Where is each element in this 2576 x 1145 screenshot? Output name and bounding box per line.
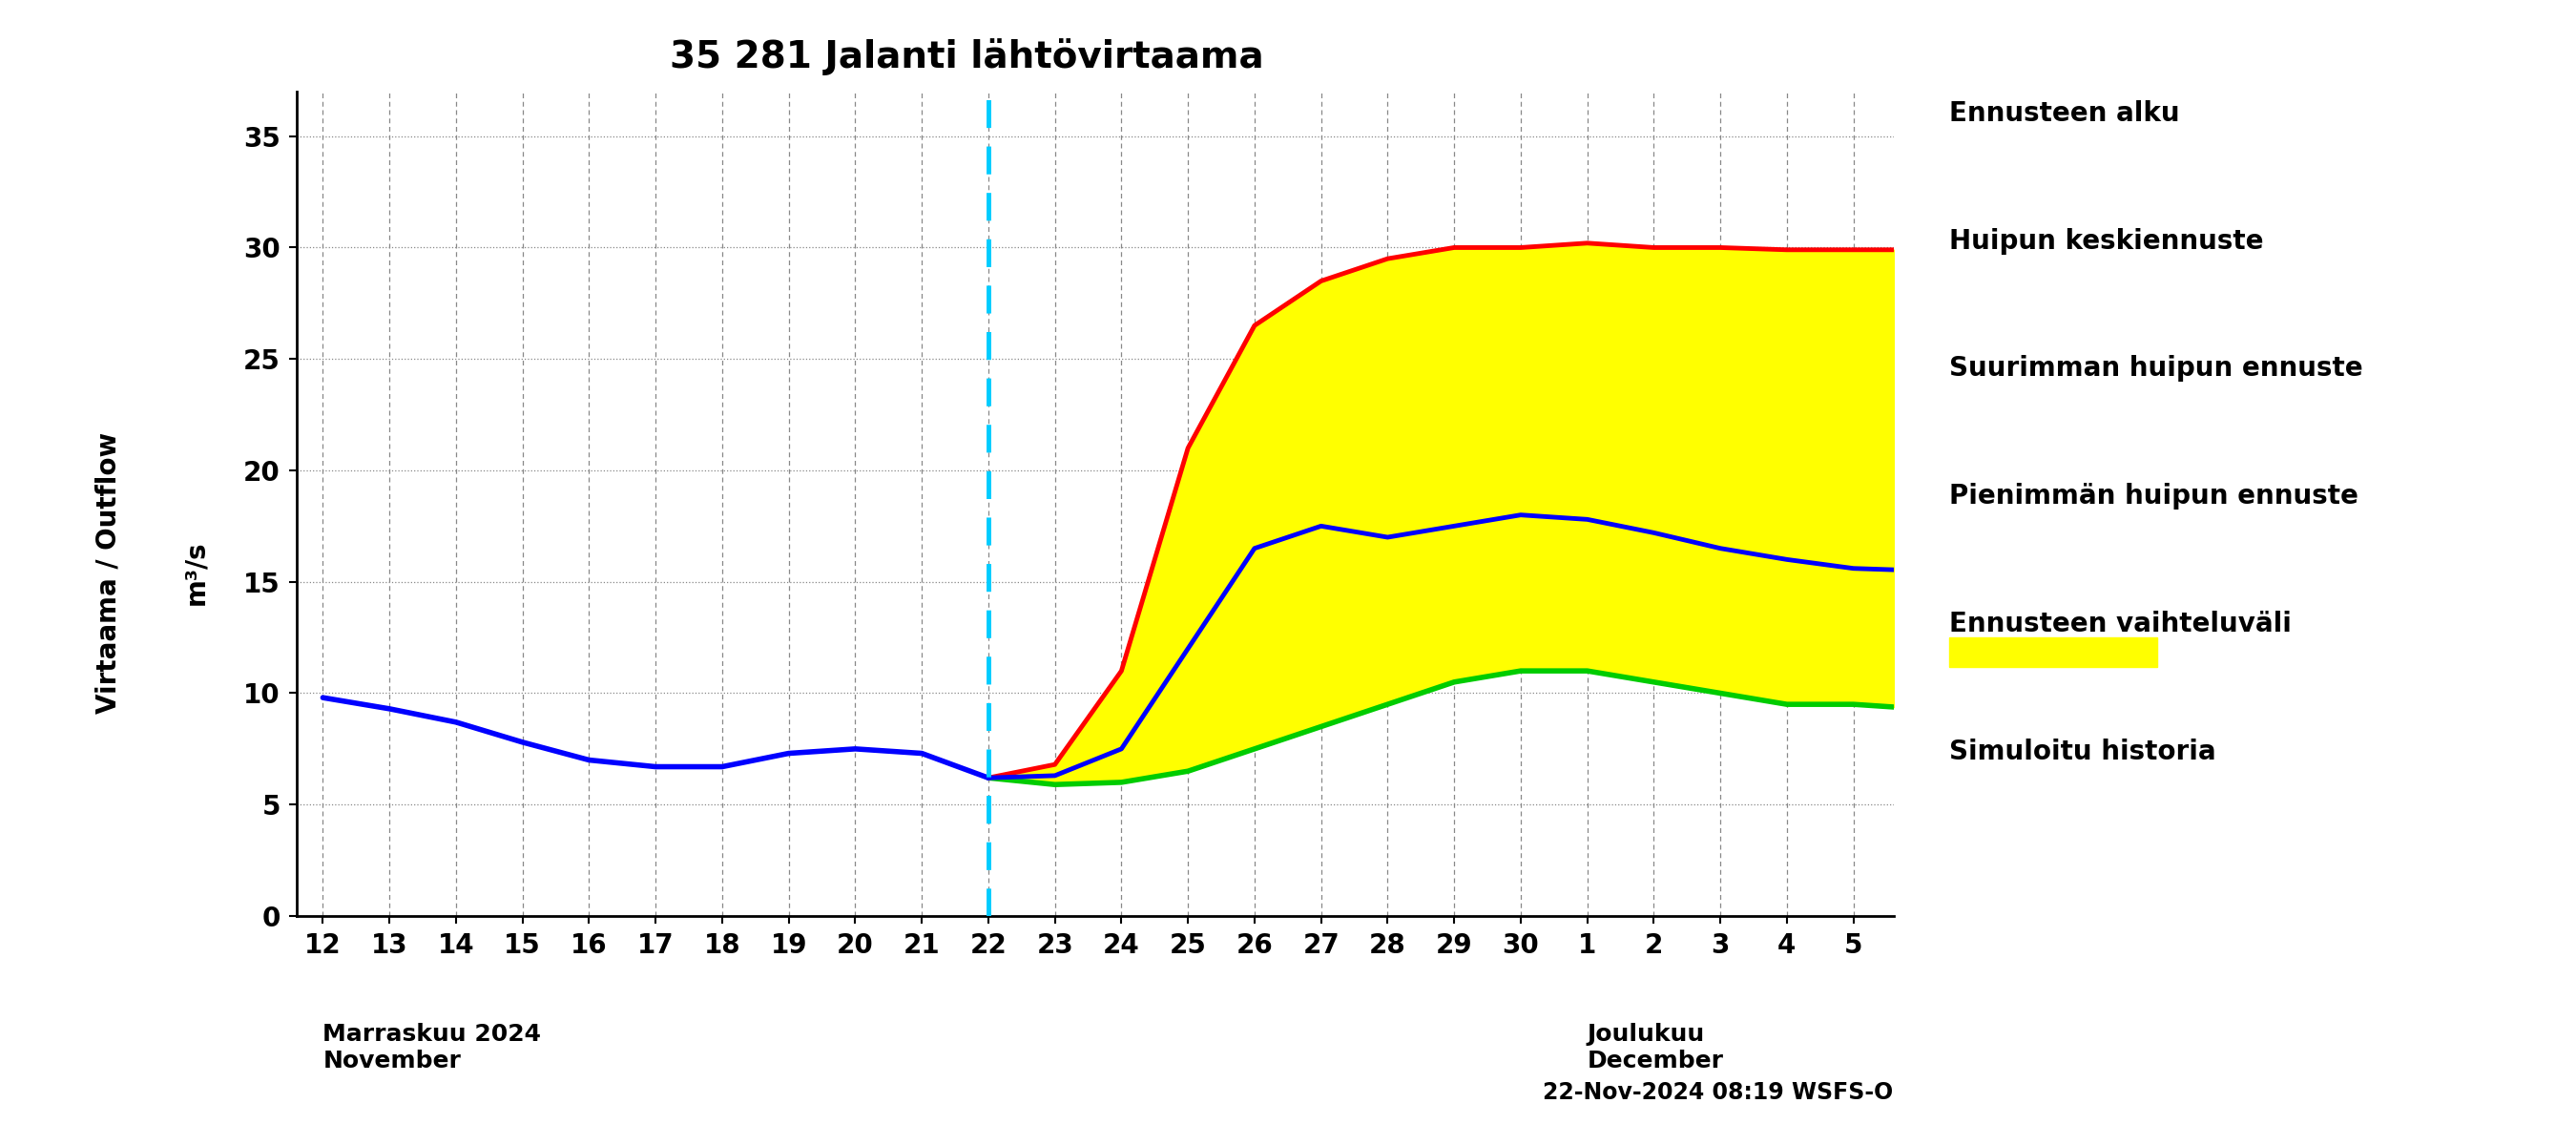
Text: Marraskuu 2024
November: Marraskuu 2024 November <box>322 1024 541 1073</box>
Text: Joulukuu
December: Joulukuu December <box>1587 1024 1723 1073</box>
Title: 35 281 Jalanti lähtövirtaama: 35 281 Jalanti lähtövirtaama <box>670 38 1265 76</box>
Text: 22-Nov-2024 08:19 WSFS-O: 22-Nov-2024 08:19 WSFS-O <box>1543 1081 1893 1104</box>
Text: Suurimman huipun ennuste: Suurimman huipun ennuste <box>1950 355 2362 382</box>
Text: Pienimmän huipun ennuste: Pienimmän huipun ennuste <box>1950 483 2360 510</box>
Text: Ennusteen vaihteluväli: Ennusteen vaihteluväli <box>1950 611 2293 638</box>
Text: Simuloitu historia: Simuloitu historia <box>1950 739 2215 766</box>
Bar <box>1950 638 2156 668</box>
Text: m³/s: m³/s <box>183 540 209 605</box>
Text: Ennusteen alku: Ennusteen alku <box>1950 100 2179 127</box>
Text: Huipun keskiennuste: Huipun keskiennuste <box>1950 228 2264 254</box>
Text: Virtaama / Outflow: Virtaama / Outflow <box>95 432 121 713</box>
